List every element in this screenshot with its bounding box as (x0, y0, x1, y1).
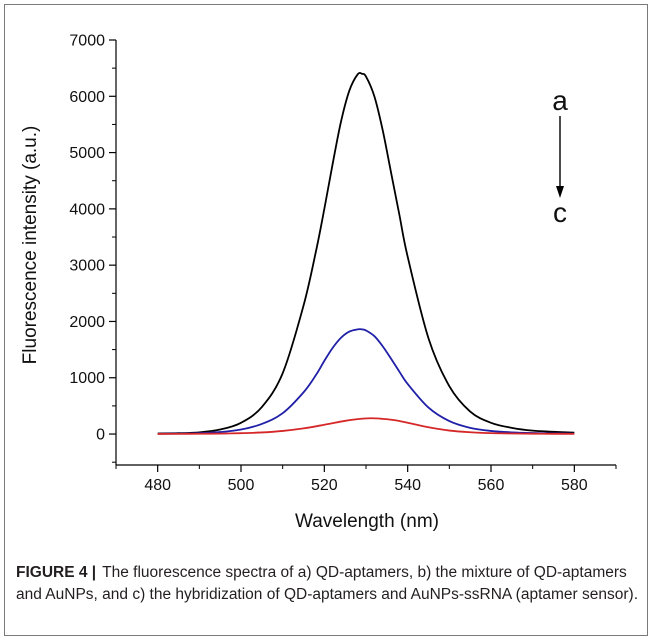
y-axis: 0 1000 2000 3000 4000 5000 6000 7000 (69, 33, 117, 465)
y-tick-label: 3000 (69, 258, 105, 275)
y-tick-label: 2000 (69, 314, 105, 331)
caption-separator: | (91, 564, 97, 581)
x-tick-label: 540 (394, 477, 421, 494)
annotation-arrowhead (556, 186, 564, 198)
x-axis-title: Wavelength (nm) (295, 511, 439, 532)
annotation-label-c: c (553, 197, 567, 228)
x-tick-label: 520 (311, 477, 338, 494)
y-tick-label: 4000 (69, 201, 105, 218)
x-tick-label: 480 (144, 477, 171, 494)
caption-label: FIGURE 4 (16, 564, 88, 581)
x-axis: 480 500 520 540 560 580 (115, 464, 617, 494)
series-layer (157, 71, 575, 435)
y-tick-label: 6000 (69, 89, 105, 106)
x-tick-label: 580 (561, 477, 588, 494)
fluorescence-line-chart: 480 500 520 540 560 580 0 1000 2000 3000 4000 5000… (20, 33, 617, 532)
annotation-label-a: a (552, 85, 568, 116)
series-line-1 (157, 71, 575, 435)
figure-frame (4, 4, 648, 636)
caption-text: The fluorescence spectra of a) QD-aptame… (16, 564, 639, 603)
x-tick-label: 560 (478, 477, 505, 494)
series-line-2 (157, 328, 575, 435)
y-tick-label: 1000 (69, 370, 105, 387)
y-axis-title: Fluorescence intensity (a.u.) (20, 126, 41, 365)
y-tick-label: 5000 (69, 145, 105, 162)
x-tick-label: 500 (228, 477, 255, 494)
y-tick-label: 0 (96, 427, 105, 444)
figure-caption: FIGURE 4 | The fluorescence spectra of a… (16, 562, 640, 606)
series-line-3 (157, 417, 575, 435)
annotation-layer: ac (552, 85, 568, 228)
y-tick-label: 7000 (69, 33, 105, 50)
